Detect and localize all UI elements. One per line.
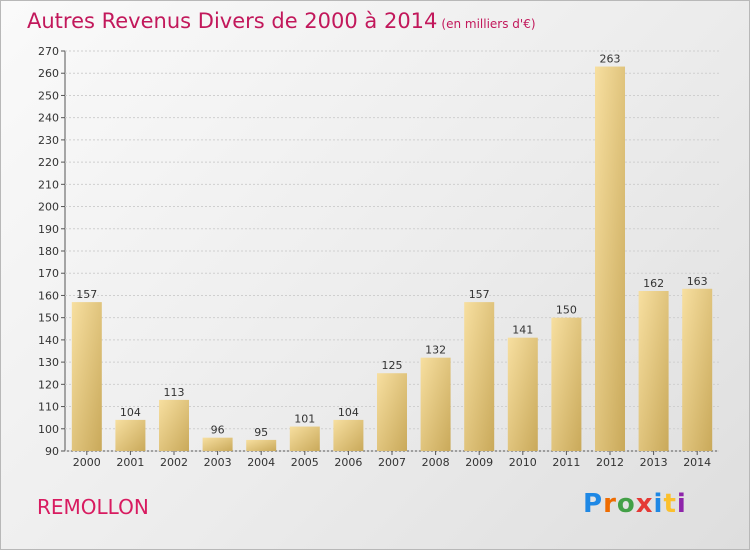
- bar-value-label: 101: [294, 413, 315, 426]
- y-tick-label: 190: [38, 223, 59, 236]
- bar: [638, 291, 669, 451]
- bar: [159, 399, 189, 451]
- bar-value-label: 125: [382, 359, 403, 372]
- y-tick-label: 220: [38, 156, 59, 169]
- logo-letter: i: [676, 489, 687, 519]
- bar: [333, 419, 364, 451]
- bar: [595, 66, 625, 452]
- y-tick-label: 140: [38, 334, 59, 347]
- x-tick-label: 2009: [465, 456, 493, 469]
- bar: [551, 317, 582, 451]
- y-tick-label: 170: [38, 267, 59, 280]
- bar: [289, 426, 320, 451]
- y-tick-label: 230: [38, 134, 59, 147]
- x-tick-label: 2004: [247, 456, 275, 469]
- y-tick-label: 270: [38, 45, 59, 58]
- logo-letter: x: [635, 489, 654, 519]
- bar-value-label: 263: [600, 53, 621, 66]
- y-tick-label: 210: [38, 178, 59, 191]
- bar: [202, 437, 233, 451]
- y-tick-label: 100: [38, 423, 59, 436]
- y-tick-label: 250: [38, 89, 59, 102]
- x-tick-label: 2003: [204, 456, 232, 469]
- chart-subtitle: (en milliers d'€): [441, 17, 536, 31]
- y-tick-label: 240: [38, 112, 59, 125]
- bar: [420, 357, 451, 451]
- bar: [682, 288, 713, 451]
- bar: [464, 302, 495, 451]
- bars: 157 104 113 96 95 101 104 125 132 157 141 150 263 162…: [71, 53, 713, 452]
- bar-value-label: 95: [254, 426, 268, 439]
- logo-letter: t: [663, 489, 677, 519]
- bar-value-label: 157: [76, 288, 97, 301]
- x-tick-label: 2006: [334, 456, 362, 469]
- bar: [71, 302, 102, 451]
- bar-value-label: 96: [211, 424, 225, 437]
- x-tick-label: 2000: [73, 456, 101, 469]
- x-tick-label: 2011: [552, 456, 580, 469]
- place-name: REMOLLON: [37, 495, 149, 519]
- x-tick-label: 2012: [596, 456, 624, 469]
- x-tick-label: 2005: [291, 456, 319, 469]
- y-tick-label: 160: [38, 289, 59, 302]
- x-tick-label: 2007: [378, 456, 406, 469]
- y-tick-label: 200: [38, 201, 59, 214]
- y-tick-label: 130: [38, 356, 59, 369]
- bar-value-label: 150: [556, 304, 577, 317]
- bar-value-label: 157: [469, 288, 490, 301]
- bar-value-label: 132: [425, 344, 446, 357]
- x-tick-label: 2010: [509, 456, 537, 469]
- bar-value-label: 113: [164, 386, 185, 399]
- x-tick-label: 2002: [160, 456, 188, 469]
- y-tick-label: 180: [38, 245, 59, 258]
- chart-title: Autres Revenus Divers de 2000 à 2014 (en …: [27, 9, 536, 33]
- chart-title-text: Autres Revenus Divers de 2000 à 2014: [27, 9, 438, 33]
- y-tick-label: 110: [38, 401, 59, 414]
- bar: [115, 419, 146, 451]
- x-axis: 2000 2001 2002 2003 2004 2005 2006 2007 2008 2009…: [73, 451, 711, 469]
- bar-value-label: 163: [687, 275, 708, 288]
- y-tick-label: 120: [38, 378, 59, 391]
- logo-letter: r: [603, 489, 617, 519]
- bar: [377, 373, 407, 451]
- x-tick-label: 2013: [640, 456, 668, 469]
- x-tick-label: 2008: [422, 456, 450, 469]
- proxiti-logo: Proxiti: [583, 489, 687, 519]
- bar-value-label: 104: [120, 406, 141, 419]
- bar-value-label: 141: [512, 324, 533, 337]
- x-tick-label: 2001: [116, 456, 144, 469]
- logo-letter: P: [583, 489, 604, 519]
- bar: [246, 439, 277, 451]
- y-tick-label: 90: [45, 445, 59, 458]
- y-tick-label: 150: [38, 312, 59, 325]
- bar-value-label: 162: [643, 277, 664, 290]
- x-tick-label: 2014: [683, 456, 711, 469]
- y-axis: 90 100 110 120 130 140 150 160 170 180 190 200 210 22…: [38, 45, 59, 458]
- bar-value-label: 104: [338, 406, 359, 419]
- logo-letter: o: [616, 489, 636, 519]
- logo-letter: i: [653, 489, 664, 519]
- y-tick-label: 260: [38, 67, 59, 80]
- bar: [507, 337, 538, 451]
